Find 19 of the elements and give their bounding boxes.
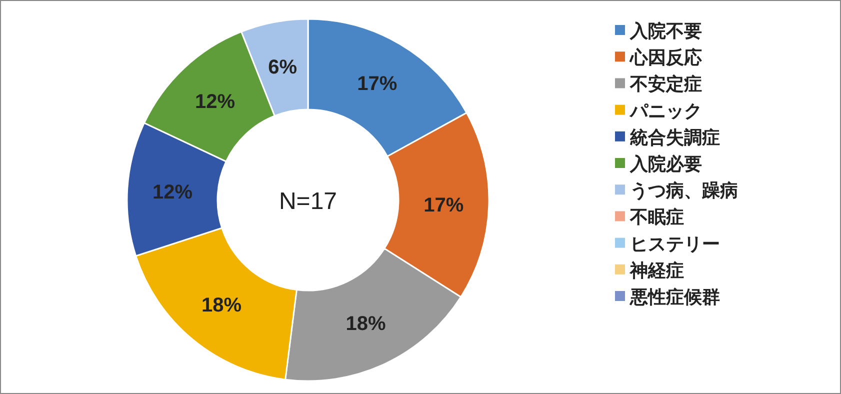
data-label: 6% <box>268 56 298 79</box>
data-label: 17% <box>424 194 464 216</box>
data-label: 12% <box>152 181 193 204</box>
legend-label: 心因反応 <box>629 48 702 69</box>
legend-label: 入院必要 <box>629 154 702 175</box>
data-label: 18% <box>346 312 386 335</box>
legend-label: 悪性症候群 <box>629 287 720 308</box>
text: N=17 <box>278 188 338 215</box>
legend-label: 統合失調症 <box>629 127 720 148</box>
data-label: 18% <box>201 294 242 317</box>
legend-label: ヒステリー <box>630 234 720 255</box>
legend-label: 不眠症 <box>629 207 684 228</box>
legend-label: 神経症 <box>629 260 684 282</box>
legend-label: パニック <box>629 100 702 122</box>
legend-label: うつ病、躁病 <box>630 180 738 202</box>
legend-label: 入院不要 <box>629 21 702 42</box>
data-label: 12% <box>195 91 236 114</box>
legend-label: 不安定症 <box>629 74 702 96</box>
data-label: 17% <box>357 73 398 96</box>
